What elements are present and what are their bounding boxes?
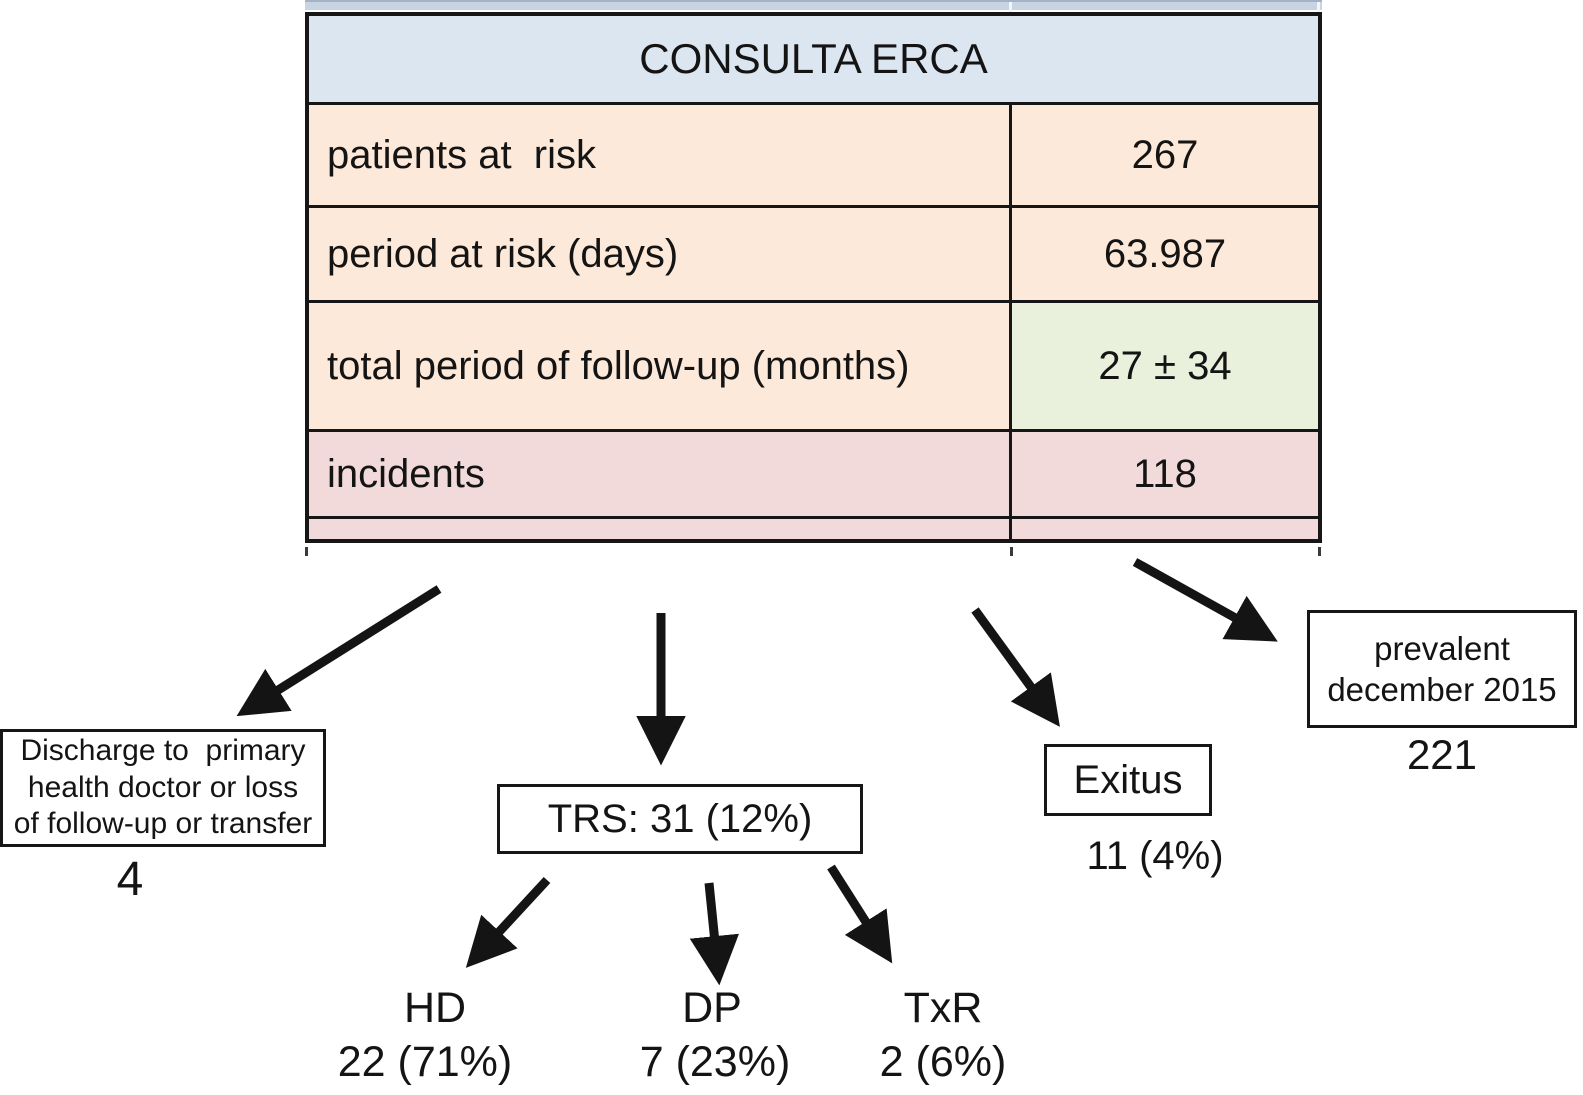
arrow-to-discharge <box>236 585 442 717</box>
gridline-tick <box>1010 547 1013 556</box>
table-row: incidents 118 <box>309 429 1318 516</box>
trs-label: TRS: 31 (12%) <box>547 796 813 841</box>
prevalent-box: prevalent december 2015 <box>1307 610 1577 728</box>
prevalent-line: prevalent <box>1374 629 1510 667</box>
txr-label: TxR <box>903 984 983 1032</box>
row-value-highlighted: 27 ± 34 <box>1012 303 1318 429</box>
gridline-tick <box>305 547 308 556</box>
discharge-line: of follow-up or transfer <box>13 807 313 841</box>
trs-box: TRS: 31 (12%) <box>497 784 863 854</box>
table-row-stub <box>309 516 1318 539</box>
arrow-to-txr <box>827 864 893 964</box>
row-stub-cell <box>1012 519 1318 539</box>
table-row: patients at risk 267 <box>309 102 1318 205</box>
row-label: patients at risk <box>309 105 1012 205</box>
discharge-box: Discharge to primary health doctor or lo… <box>0 729 326 847</box>
gridline-nub <box>1317 2 1320 12</box>
summary-table: CONSULTA ERCA patients at risk 267 perio… <box>305 0 1322 543</box>
prevalent-line: december 2015 <box>1327 671 1557 708</box>
discharge-line: health doctor or loss <box>27 770 299 804</box>
arrow-to-dp <box>689 882 740 986</box>
discharge-line: Discharge to primary <box>20 733 306 767</box>
arrow-to-prevalent <box>1132 558 1278 642</box>
row-label: total period of follow-up (months) <box>309 303 1012 429</box>
dp-count: 7 (23%) <box>639 1038 791 1086</box>
exitus-box: Exitus <box>1044 744 1212 816</box>
row-value: 63.987 <box>1103 231 1227 276</box>
prevalent-count: 221 <box>1406 731 1478 778</box>
row-value: 118 <box>1133 451 1197 496</box>
row-label: period at risk (days) <box>309 208 1012 300</box>
spreadsheet-row-stub <box>305 0 1322 12</box>
hd-label: HD <box>403 984 467 1032</box>
exitus-label: Exitus <box>1073 757 1183 802</box>
dp-label: DP <box>682 984 742 1032</box>
discharge-count: 4 <box>116 853 144 906</box>
table-row: total period of follow-up (months) 27 ± … <box>309 300 1318 429</box>
table-title: CONSULTA ERCA <box>309 16 1318 102</box>
gridline-tick <box>1318 547 1321 556</box>
arrow-to-hd <box>465 876 551 968</box>
arrow-to-exitus <box>971 607 1060 727</box>
txr-count: 2 (6%) <box>879 1038 1007 1086</box>
consulta-erca-table: CONSULTA ERCA patients at risk 267 perio… <box>305 12 1322 543</box>
table-title-text: CONSULTA ERCA <box>639 35 988 82</box>
exitus-count: 11 (4%) <box>1086 834 1224 878</box>
row-value: 267 <box>1131 132 1199 177</box>
gridline-nub <box>1009 2 1012 12</box>
row-stub-cell <box>309 519 1012 539</box>
row-label: incidents <box>309 432 1012 516</box>
table-row: period at risk (days) 63.987 <box>309 205 1318 300</box>
hd-count: 22 (71%) <box>337 1038 513 1086</box>
